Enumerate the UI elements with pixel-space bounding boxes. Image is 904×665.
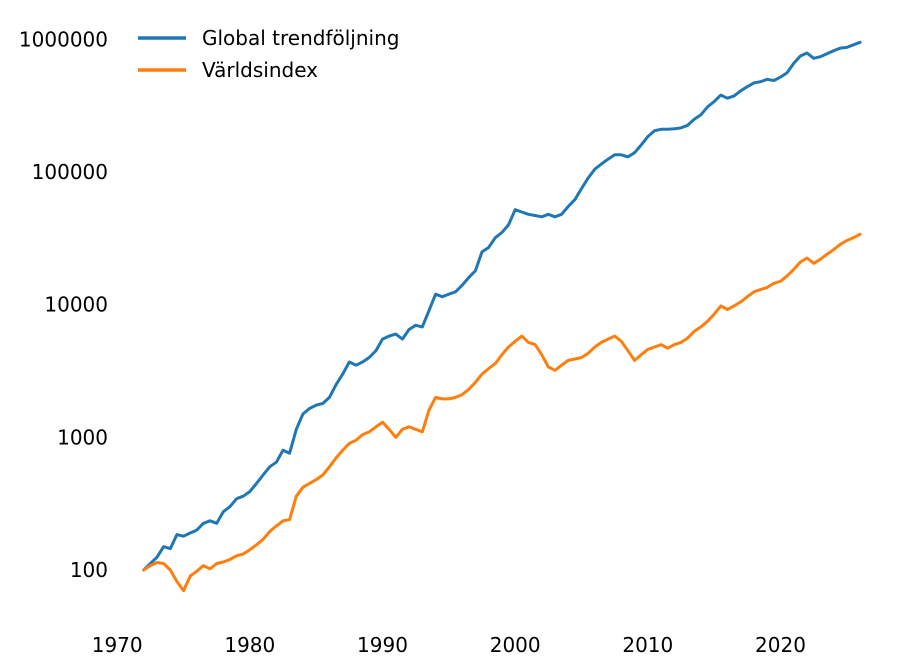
y-tick-label: 1000 — [57, 425, 108, 449]
x-tick-label: 2010 — [622, 633, 673, 657]
x-tick-label: 1990 — [357, 633, 408, 657]
series-line-2 — [142, 232, 862, 593]
legend-entry-2: Världsindex — [202, 58, 318, 82]
x-tick-label: 2000 — [490, 633, 541, 657]
x-tick-label: 1980 — [224, 633, 275, 657]
x-axis-tick-labels: 1970 1980 1990 2000 2010 2020 — [92, 633, 806, 657]
y-tick-label: 100 — [70, 558, 108, 582]
y-axis-tick-labels: 100 1000 10000 100000 1000000 — [19, 27, 108, 582]
series-line-1 — [142, 40, 862, 572]
series-layer — [142, 40, 862, 593]
y-tick-label: 100000 — [32, 160, 108, 184]
x-tick-label: 2020 — [755, 633, 806, 657]
legend-entry-1: Global trendföljning — [202, 26, 399, 50]
x-tick-label: 1970 — [92, 633, 143, 657]
y-tick-label: 10000 — [44, 293, 108, 317]
y-tick-label: 1000000 — [19, 27, 108, 51]
legend: Global trendföljning Världsindex — [138, 26, 399, 82]
